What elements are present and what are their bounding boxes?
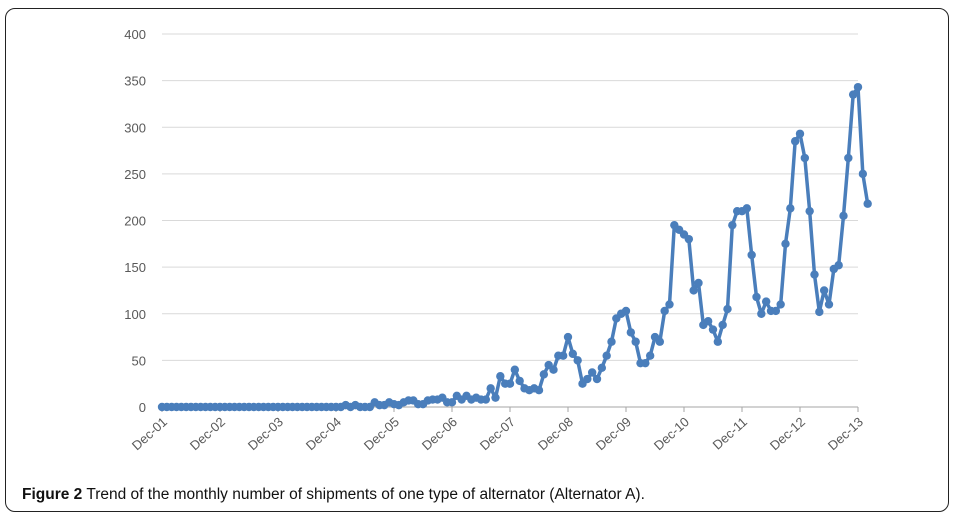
y-tick-label: 200 [124, 214, 146, 229]
x-tick-label: Dec-06 [419, 414, 460, 453]
y-tick-label: 50 [132, 353, 146, 368]
data-point [694, 278, 703, 288]
data-point [776, 300, 785, 309]
x-tick-label: Dec-13 [825, 414, 866, 453]
data-point [723, 304, 732, 314]
data-point [631, 337, 640, 346]
data-point [742, 204, 752, 213]
data-point [583, 374, 592, 384]
data-point [853, 82, 863, 92]
data-point [592, 374, 602, 384]
y-tick-label: 250 [124, 167, 146, 182]
y-axis-labels: 0 50 100 150 200 250 300 350 400 [124, 27, 146, 415]
x-tick-label: Dec-12 [767, 414, 808, 453]
data-point [558, 351, 568, 360]
data-point [684, 234, 694, 244]
data-point [781, 239, 790, 249]
series-line [160, 85, 870, 409]
x-tick-label: Dec-08 [535, 414, 576, 453]
figure-label: Figure 2 [22, 486, 83, 503]
x-axis: Dec-01 Dec-02 Dec-03 Dec-04 Dec-05 Dec-06 Dec-… [129, 406, 866, 453]
x-tick-label: Dec-07 [477, 414, 518, 453]
data-point [660, 306, 669, 316]
data-point [805, 206, 814, 216]
data-point [563, 332, 573, 342]
data-point [496, 372, 505, 381]
data-point [689, 286, 698, 295]
data-point [626, 328, 636, 337]
data-point [757, 309, 766, 318]
data-point [447, 398, 457, 407]
data-point [848, 90, 858, 99]
data-point [790, 137, 800, 146]
data-point [858, 169, 868, 179]
data-point [824, 300, 834, 309]
data-point [665, 300, 674, 309]
gridlines [162, 33, 858, 361]
y-tick-label: 0 [139, 400, 146, 415]
data-point [815, 307, 824, 317]
data-point [568, 349, 578, 359]
y-tick-label: 300 [124, 120, 146, 135]
data-point [728, 220, 737, 230]
y-tick-label: 150 [124, 260, 146, 275]
data-point [771, 306, 781, 316]
series-alternator-a [157, 82, 872, 412]
data-point [747, 250, 756, 260]
data-point [539, 370, 549, 379]
data-point [621, 306, 631, 316]
data-point [549, 365, 558, 374]
data-point [515, 376, 524, 386]
x-tick-label: Dec-02 [187, 414, 228, 453]
data-point [505, 379, 515, 388]
data-point [597, 363, 607, 373]
data-point [761, 297, 771, 306]
data-point [834, 261, 843, 270]
data-point [819, 286, 829, 295]
data-point [534, 386, 544, 395]
data-point [481, 395, 491, 404]
x-tick-label: Dec-10 [651, 414, 692, 453]
figure-frame [5, 8, 949, 512]
figure-caption: Figure 2 Trend of the monthly number of … [22, 486, 645, 504]
data-point [641, 358, 650, 368]
data-point [800, 153, 810, 163]
data-point [752, 292, 761, 302]
x-tick-label: Dec-03 [245, 414, 286, 453]
y-tick-label: 400 [124, 27, 146, 42]
x-tick-label: Dec-01 [129, 414, 170, 453]
data-point [713, 337, 723, 346]
data-point [718, 320, 727, 330]
data-point [844, 153, 853, 163]
data-point [655, 337, 665, 346]
data-point [510, 365, 520, 374]
data-point [810, 270, 819, 279]
y-tick-label: 100 [124, 307, 146, 322]
data-point [839, 211, 848, 221]
data-point [491, 393, 500, 402]
data-point [786, 204, 795, 213]
data-point [602, 351, 611, 360]
x-tick-label: Dec-04 [303, 414, 344, 453]
data-point [587, 368, 597, 377]
data-point [795, 129, 805, 138]
data-point [573, 356, 582, 365]
data-point [645, 351, 655, 360]
data-point [863, 199, 872, 208]
x-tick-label: Dec-05 [361, 414, 402, 453]
figure-caption-text: Trend of the monthly number of shipments… [86, 486, 645, 503]
x-tick-label: Dec-09 [593, 414, 634, 453]
y-tick-label: 350 [124, 74, 146, 89]
x-tick-label: Dec-11 [710, 414, 750, 453]
data-point [607, 337, 616, 346]
data-point [708, 325, 718, 334]
data-point [486, 384, 495, 393]
data-point [703, 317, 713, 326]
